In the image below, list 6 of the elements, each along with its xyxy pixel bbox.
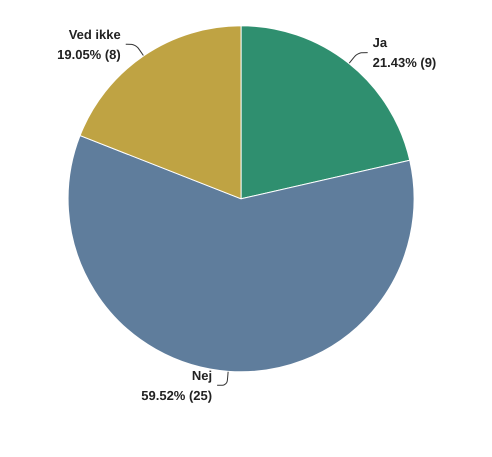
slice-label: Ja — [372, 35, 388, 50]
data-label: 21.43% (9) — [372, 55, 436, 70]
slice-label: Ved ikke — [68, 26, 121, 42]
data-label: 59.52% (25) — [141, 388, 212, 403]
slice-label: Nej — [192, 368, 212, 383]
data-label: 19.05% (8) — [57, 46, 121, 62]
